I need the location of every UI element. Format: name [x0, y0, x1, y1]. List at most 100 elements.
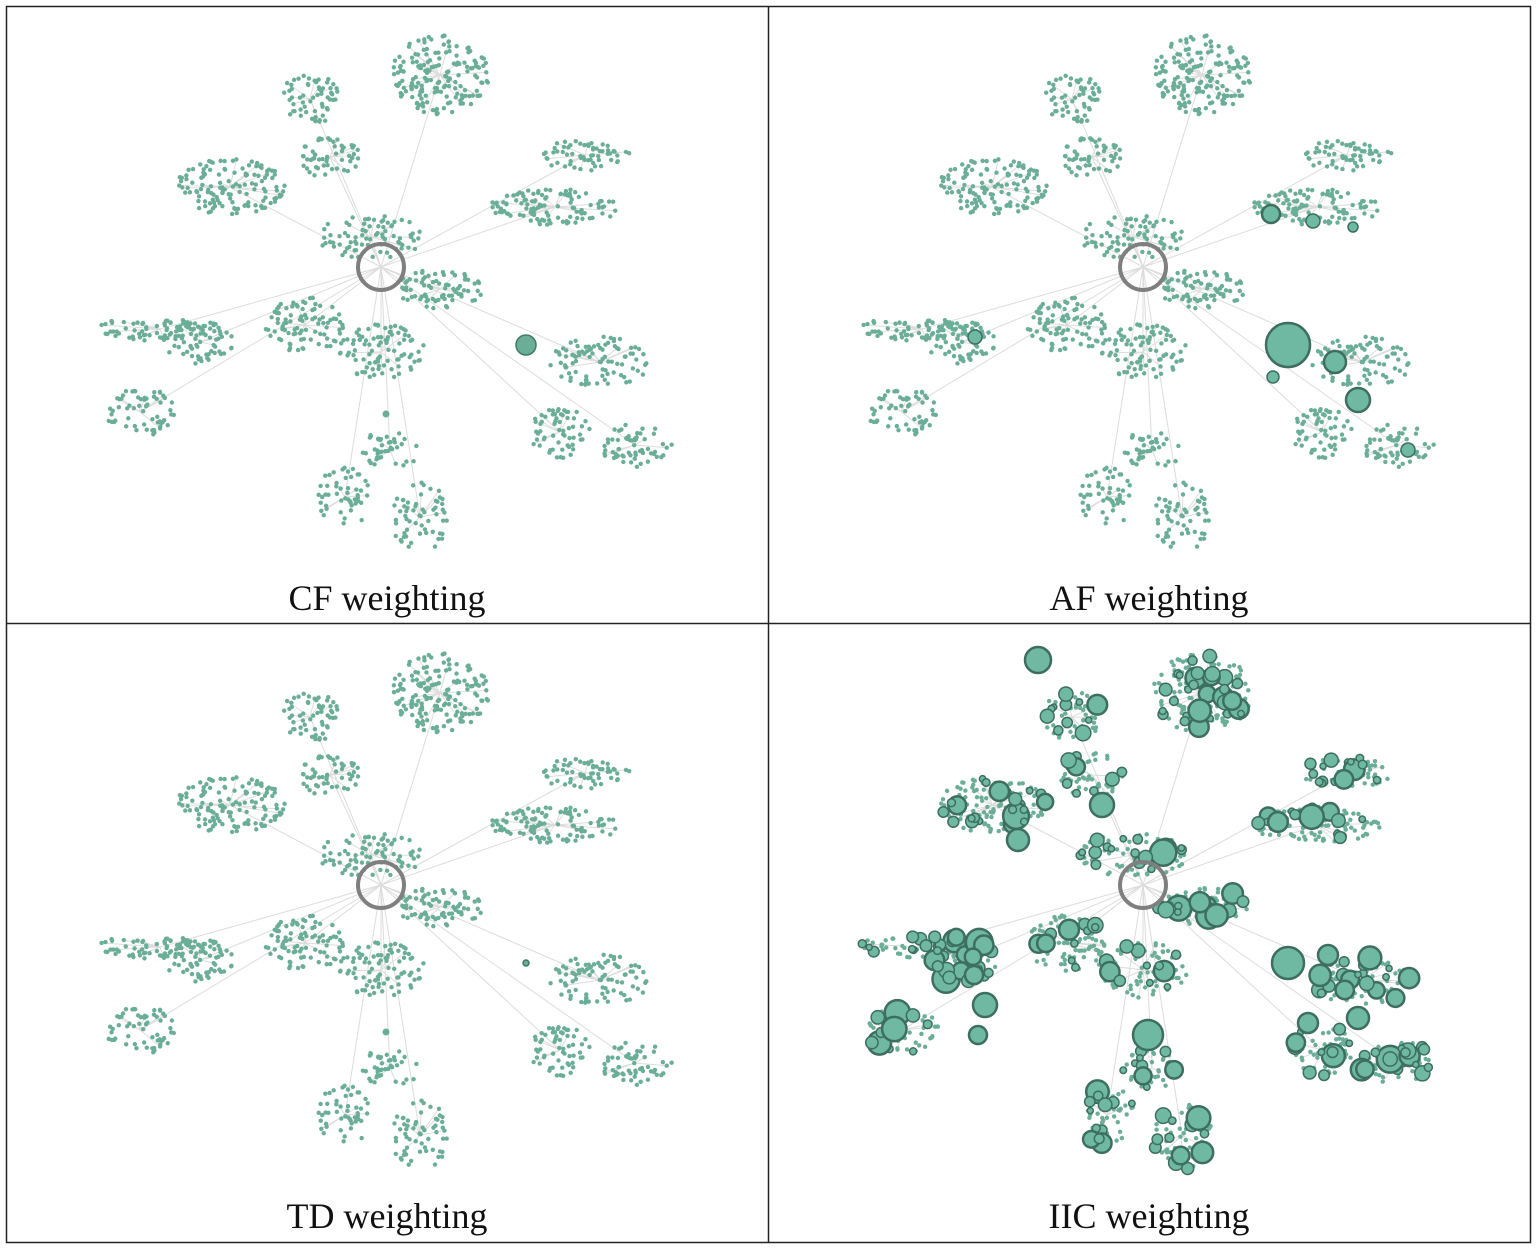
node — [334, 704, 339, 709]
node — [1111, 254, 1116, 259]
node — [1183, 109, 1189, 115]
node — [254, 827, 259, 832]
edge — [1142, 74, 1203, 268]
node — [121, 937, 127, 943]
node — [654, 454, 660, 460]
node — [315, 166, 321, 171]
node — [564, 839, 570, 844]
node — [980, 158, 985, 164]
node — [1345, 191, 1351, 196]
node — [1079, 136, 1084, 141]
node — [334, 784, 340, 789]
node — [568, 340, 573, 345]
node — [574, 209, 579, 214]
node — [1074, 108, 1080, 114]
node — [1062, 318, 1067, 323]
node — [1021, 165, 1026, 171]
node — [1394, 456, 1399, 461]
node — [398, 708, 403, 714]
edge — [562, 348, 601, 363]
node — [1034, 196, 1039, 201]
node — [568, 805, 573, 811]
node — [1082, 315, 1088, 320]
node — [348, 777, 353, 782]
node — [371, 835, 377, 841]
node — [401, 1081, 406, 1086]
node — [608, 214, 613, 219]
node — [572, 165, 577, 170]
node — [1330, 340, 1335, 345]
node — [1324, 139, 1330, 144]
node — [949, 190, 955, 195]
node — [588, 820, 593, 826]
node — [1096, 86, 1101, 91]
node — [1403, 351, 1408, 357]
node — [276, 928, 282, 934]
node — [202, 323, 208, 329]
edge — [1091, 149, 1120, 158]
node — [406, 1162, 411, 1167]
node — [412, 864, 418, 870]
node — [325, 320, 331, 326]
node — [1107, 233, 1113, 239]
node — [207, 819, 213, 824]
node — [1400, 461, 1405, 466]
node — [216, 172, 222, 177]
node — [150, 1034, 155, 1040]
node — [268, 200, 273, 206]
node — [946, 176, 951, 182]
node — [184, 173, 189, 178]
node — [904, 338, 909, 343]
node — [140, 938, 146, 944]
node — [364, 854, 369, 859]
edge — [159, 266, 382, 330]
node — [383, 1067, 388, 1072]
edge — [634, 444, 667, 449]
node — [325, 938, 331, 944]
node — [394, 445, 400, 450]
node — [955, 361, 960, 366]
node — [1095, 151, 1101, 156]
node — [1107, 485, 1113, 491]
node — [420, 268, 425, 274]
node — [212, 947, 217, 952]
node — [1385, 422, 1390, 428]
node — [199, 175, 204, 180]
node — [381, 224, 386, 230]
node — [556, 1025, 561, 1030]
node — [1153, 374, 1159, 380]
node — [264, 168, 270, 174]
node — [172, 961, 177, 967]
node — [161, 1011, 166, 1016]
edge — [329, 156, 382, 268]
node — [582, 210, 587, 216]
node — [1124, 370, 1130, 375]
node — [576, 194, 582, 200]
node — [337, 351, 343, 356]
node — [196, 194, 202, 199]
node — [417, 531, 423, 536]
node — [358, 488, 364, 493]
node — [368, 460, 373, 466]
node — [135, 395, 141, 400]
node — [422, 1127, 427, 1133]
node — [391, 233, 396, 239]
node — [123, 388, 129, 394]
node — [583, 380, 589, 386]
node — [1356, 381, 1362, 386]
node — [562, 782, 568, 787]
node — [1400, 431, 1405, 436]
node — [177, 942, 183, 947]
node — [632, 1074, 637, 1079]
node — [413, 270, 418, 276]
node — [1090, 233, 1095, 238]
node — [407, 659, 412, 665]
node — [1352, 145, 1358, 151]
node — [613, 208, 618, 213]
node — [1146, 434, 1151, 439]
node — [181, 957, 187, 963]
node — [410, 701, 415, 706]
node — [930, 320, 935, 325]
node — [1103, 145, 1108, 150]
